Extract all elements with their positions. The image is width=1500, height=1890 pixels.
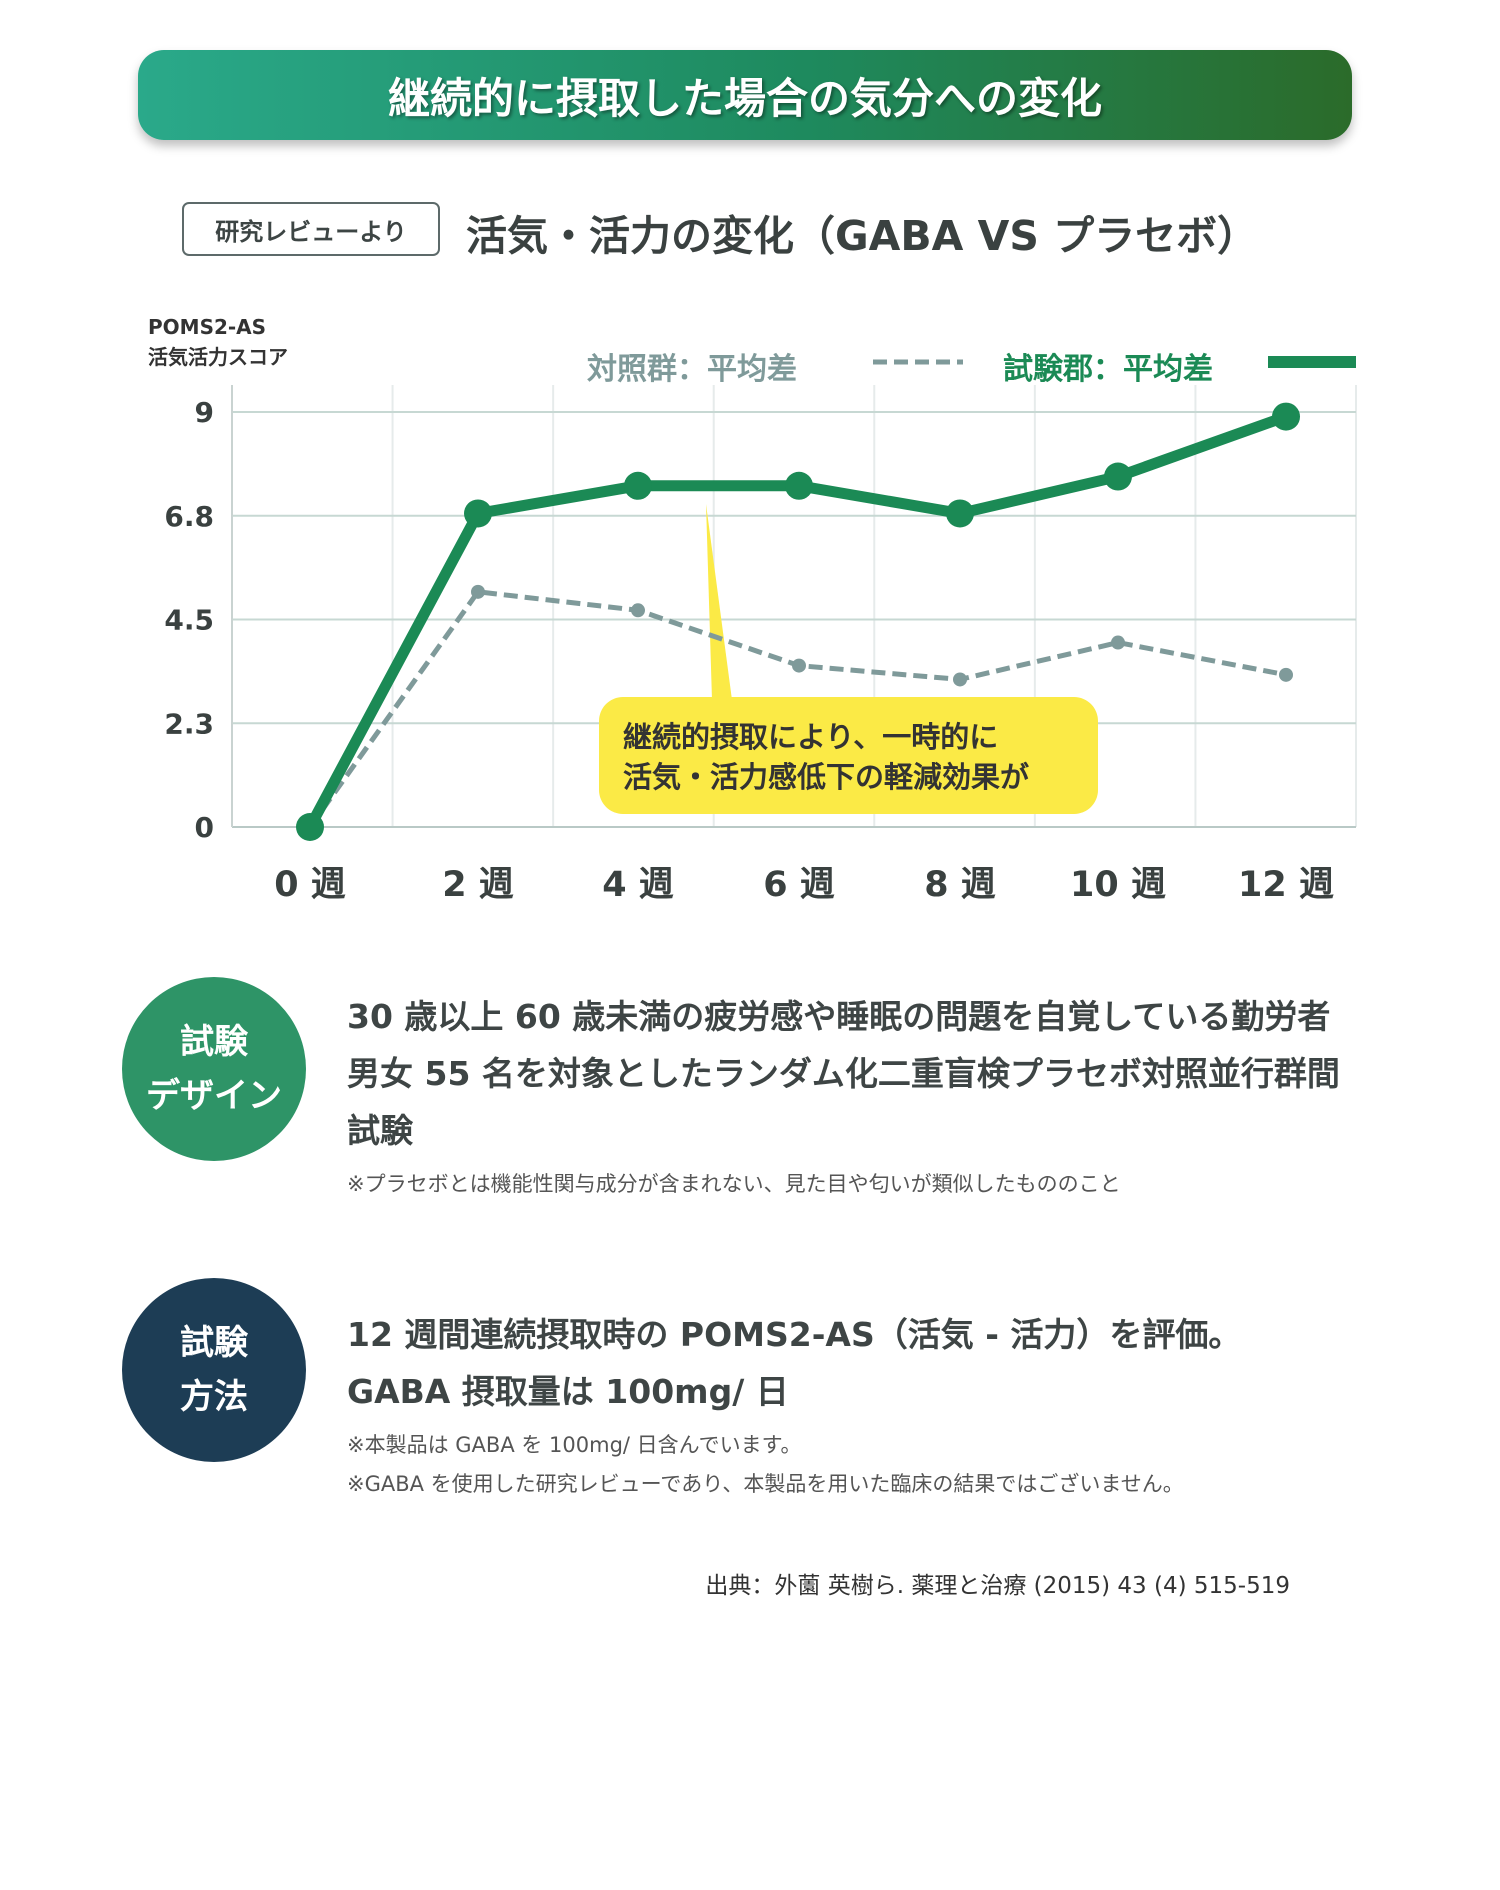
review-badge: 研究レビューより (182, 202, 440, 256)
x-tick-label: 8 週 (924, 865, 996, 905)
method-note: ※GABA を使用した研究レビューであり、本製品を用いた臨床の結果ではございませ… (347, 1472, 1184, 1496)
data-point-test (785, 471, 813, 500)
x-tick-label: 2 週 (442, 865, 514, 905)
y-tick-label: 2.3 (164, 707, 214, 740)
design-line: 試験 (347, 1111, 413, 1150)
data-point-control (631, 603, 645, 618)
y-axis-label-line1: POMS2-AS (148, 315, 267, 339)
x-tick-label: 6 週 (763, 865, 835, 905)
x-tick-label: 12 週 (1238, 865, 1334, 905)
data-point-control (1111, 635, 1125, 650)
annotation-line1: 継続的摂取により、一時的に (623, 720, 999, 754)
method-note: ※本製品は GABA を 100mg/ 日含んでいます。 (347, 1433, 802, 1457)
method-badge-line1: 試験 (180, 1323, 248, 1363)
method-line: 12 週間連続摂取時の POMS2-AS（活気 - 活力）を評価。 (347, 1315, 1242, 1354)
data-point-control (471, 584, 485, 599)
x-tick-label: 10 週 (1070, 865, 1166, 905)
data-point-test (946, 499, 974, 528)
data-point-test (624, 471, 652, 500)
design-badge: 試験 デザイン (122, 977, 306, 1161)
annotation-callout: 継続的摂取により、一時的に 活気・活力感低下の軽減効果が (599, 697, 1098, 814)
design-badge-line1: 試験 (180, 1022, 248, 1062)
callout-pointer (706, 504, 732, 700)
y-axis-label: POMS2-AS 活気活力スコア (148, 312, 288, 372)
design-description: 30 歳以上 60 歳未満の疲労感や睡眠の問題を自覚している勤労者 男女 55 … (347, 988, 1340, 1204)
y-axis-label-line2: 活気活力スコア (148, 345, 288, 369)
data-point-control (792, 658, 806, 673)
line-chart: 9 6.8 4.5 2.3 0 0 週 2 週 4 週 6 週 8 週 10 週 12 週 (164, 356, 1357, 905)
legend-control-label: 対照群：平均差 (587, 352, 797, 387)
y-tick-label: 9 (195, 396, 214, 429)
design-badge-line2: デザイン (146, 1076, 282, 1116)
data-point-test (1104, 462, 1132, 491)
method-badge-line2: 方法 (180, 1377, 248, 1417)
data-point-control (953, 672, 967, 687)
method-line: GABA 摂取量は 100mg/ 日 (347, 1372, 789, 1411)
design-line: 男女 55 名を対象としたランダム化二重盲検プラセボ対照並行群間 (347, 1054, 1340, 1093)
data-point-control (1279, 667, 1293, 682)
method-badge: 試験 方法 (122, 1278, 306, 1462)
data-point-test (296, 813, 324, 841)
annotation-line2: 活気・活力感低下の軽減効果が (623, 760, 1030, 794)
y-tick-label: 4.5 (164, 604, 214, 637)
source-citation: 出典：外薗 英樹ら. 薬理と治療 (2015) 43 (4) 515-519 (705, 1573, 1290, 1599)
chart-title: 活気・活力の変化（GABA VS プラセボ） (466, 212, 1259, 260)
design-note: ※プラセボとは機能性関与成分が含まれない、見た目や匂いが類似したもののこと (347, 1172, 1121, 1196)
design-line: 30 歳以上 60 歳未満の疲労感や睡眠の問題を自覚している勤労者 (347, 997, 1331, 1036)
x-tick-label: 0 週 (274, 865, 346, 905)
legend-test-label: 試験郡：平均差 (1003, 352, 1213, 387)
y-tick-label: 6.8 (164, 500, 214, 533)
data-point-test (464, 499, 492, 528)
method-description: 12 週間連続摂取時の POMS2-AS（活気 - 活力）を評価。 GABA 摂… (347, 1306, 1241, 1504)
y-tick-label: 0 (195, 811, 214, 844)
data-point-test (1272, 402, 1300, 431)
title-banner: 継続的に摂取した場合の気分への変化 (138, 50, 1352, 140)
page-title: 継続的に摂取した場合の気分への変化 (387, 73, 1102, 123)
x-tick-label: 4 週 (602, 865, 674, 905)
